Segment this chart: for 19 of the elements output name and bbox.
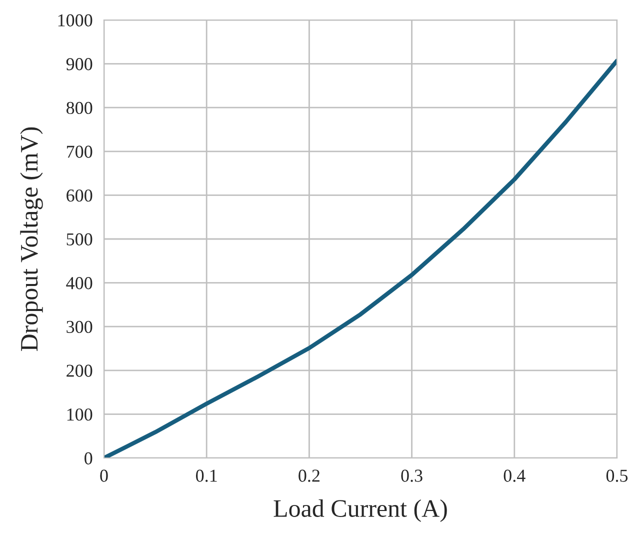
y-tick-label: 900 <box>66 58 92 70</box>
y-tick-label: 700 <box>66 146 92 158</box>
x-tick-label: 0.1 <box>196 470 217 482</box>
y-tick-label: 200 <box>66 364 92 377</box>
y-tick-label: 0 <box>84 452 92 464</box>
x-tick-label: 0.4 <box>504 470 526 482</box>
y-tick-label: 300 <box>66 320 92 334</box>
x-axis-title: Load Current (A) <box>274 499 447 522</box>
x-tick-label: 0.2 <box>298 470 320 482</box>
x-tick-label: 0.3 <box>401 470 422 482</box>
y-tick-label: 100 <box>67 408 92 421</box>
x-tick-label: 0.5 <box>606 470 628 482</box>
y-tick-label: 800 <box>66 102 92 114</box>
y-tick-label: 600 <box>66 189 92 202</box>
y-tick-label: 400 <box>66 277 92 290</box>
x-tick-label: 0 <box>100 470 108 482</box>
y-tick-label: 500 <box>66 233 92 246</box>
y-tick-label: 1000 <box>58 14 92 26</box>
y-axis-title: Dropout Voltage (mV) <box>20 127 43 352</box>
